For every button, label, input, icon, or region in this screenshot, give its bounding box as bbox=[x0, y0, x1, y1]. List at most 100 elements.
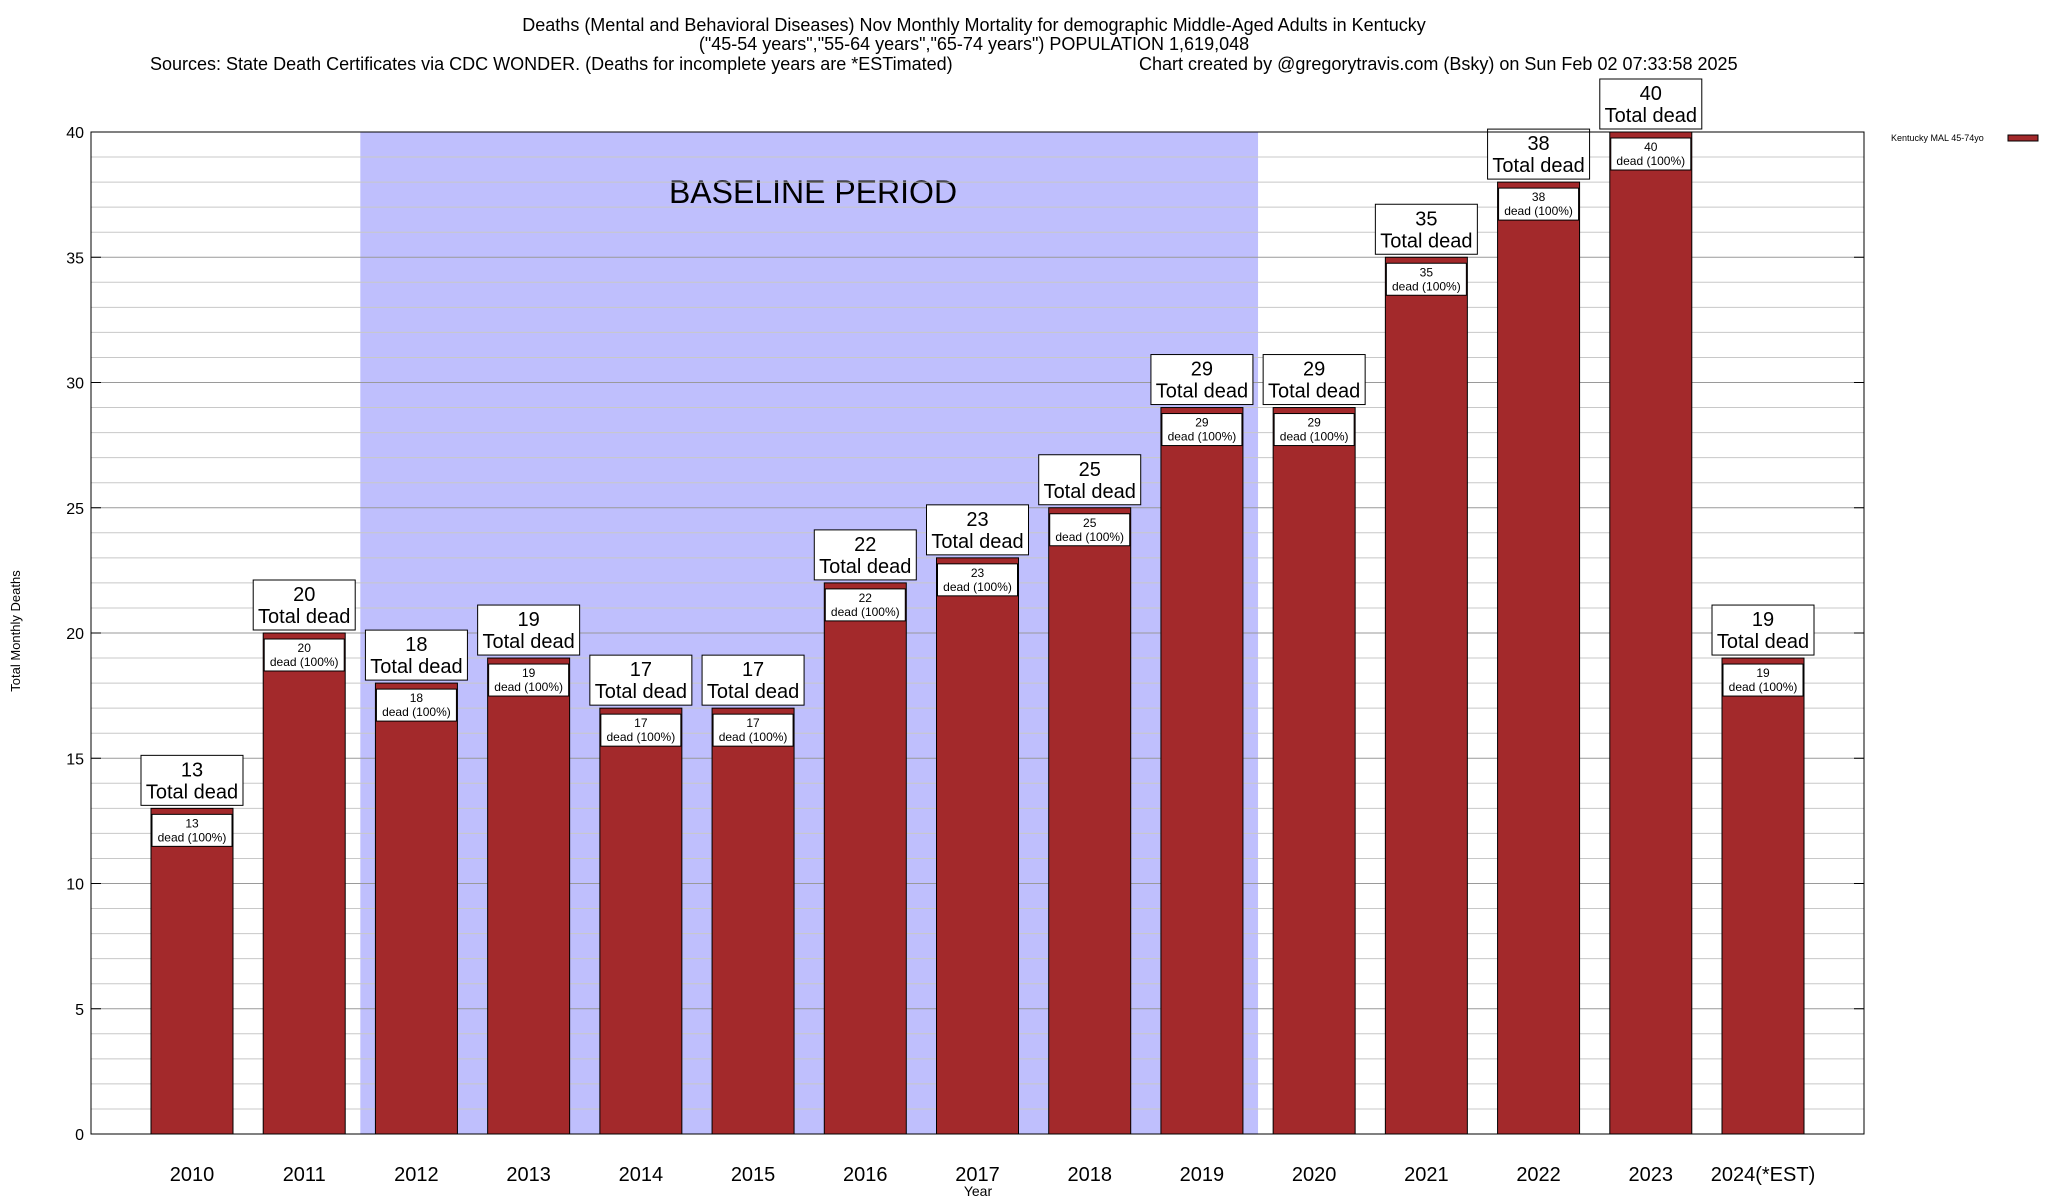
y-tick-label: 30 bbox=[66, 376, 84, 393]
bar-2019 bbox=[1160, 407, 1244, 1135]
bar-2012 bbox=[374, 682, 458, 1135]
chart-title-line-2: ("45-54 years","55-64 years","65-74 year… bbox=[699, 34, 1249, 54]
x-tick-label: 2021 bbox=[1404, 1164, 1449, 1186]
total-label-value: 25 bbox=[1079, 459, 1101, 481]
x-tick-label: 2019 bbox=[1180, 1164, 1225, 1186]
x-tick-label: 2010 bbox=[170, 1164, 215, 1186]
inner-label-value: 25 bbox=[1083, 516, 1097, 530]
inner-label-text: dead (100%) bbox=[1729, 680, 1798, 694]
x-tick-label: 2011 bbox=[283, 1164, 326, 1186]
inner-label-box bbox=[824, 588, 906, 622]
y-tick-label: 35 bbox=[66, 250, 84, 267]
total-label-value: 20 bbox=[293, 584, 315, 606]
total-label-text: Total dead bbox=[1156, 381, 1248, 403]
total-label-box bbox=[364, 629, 468, 681]
inner-label-text: dead (100%) bbox=[1280, 430, 1349, 444]
y-tick-label: 0 bbox=[75, 1127, 84, 1144]
inner-label-text: dead (100%) bbox=[270, 655, 339, 669]
x-tick-label: 2012 bbox=[394, 1164, 439, 1186]
total-label-box bbox=[252, 579, 356, 631]
x-tick-label: 2017 bbox=[955, 1164, 1000, 1186]
y-tick-label: 15 bbox=[66, 751, 84, 768]
x-tick-label: 2022 bbox=[1516, 1164, 1561, 1186]
total-label-box bbox=[813, 529, 917, 581]
total-label-value: 29 bbox=[1303, 359, 1325, 381]
x-tick-label: 2016 bbox=[843, 1164, 888, 1186]
inner-label-value: 18 bbox=[410, 691, 424, 705]
bar-2022 bbox=[1497, 181, 1581, 1135]
total-label-text: Total dead bbox=[819, 556, 911, 578]
total-label-text: Total dead bbox=[1605, 105, 1697, 127]
legend-swatch bbox=[2007, 134, 2039, 142]
inner-label-box bbox=[263, 638, 345, 672]
total-label-value: 19 bbox=[518, 609, 540, 631]
y-tick-label: 25 bbox=[66, 501, 84, 518]
inner-label-text: dead (100%) bbox=[831, 605, 900, 619]
inner-label-box bbox=[1049, 513, 1131, 547]
bar-2020 bbox=[1272, 407, 1356, 1135]
total-label-text: Total dead bbox=[370, 656, 462, 678]
total-label-box bbox=[589, 654, 693, 706]
inner-label-value: 19 bbox=[1756, 666, 1770, 680]
total-label-box bbox=[140, 754, 244, 806]
inner-label-text: dead (100%) bbox=[382, 705, 451, 719]
total-label-box bbox=[1150, 354, 1254, 406]
inner-label-value: 20 bbox=[298, 641, 312, 655]
total-label-box bbox=[477, 604, 581, 656]
inner-label-text: dead (100%) bbox=[494, 680, 563, 694]
total-label-box bbox=[926, 504, 1029, 556]
total-label-value: 35 bbox=[1415, 208, 1437, 230]
legend-label: Kentucky MAL 45-74yo bbox=[1891, 133, 1984, 143]
inner-label-box bbox=[1610, 137, 1692, 171]
chart-sources: Sources: State Death Certificates via CD… bbox=[150, 54, 953, 74]
inner-label-text: dead (100%) bbox=[1055, 530, 1124, 544]
total-label-text: Total dead bbox=[707, 681, 799, 703]
inner-label-value: 17 bbox=[634, 716, 648, 730]
total-label-text: Total dead bbox=[482, 631, 574, 653]
inner-label-value: 40 bbox=[1644, 140, 1658, 154]
inner-label-text: dead (100%) bbox=[943, 580, 1012, 594]
x-tick-label: 2015 bbox=[731, 1164, 776, 1186]
total-label-text: Total dead bbox=[595, 681, 687, 703]
bar-2018 bbox=[1048, 507, 1132, 1135]
x-axis-label: Year bbox=[964, 1183, 993, 1199]
inner-label-box bbox=[937, 563, 1018, 597]
chart-credit: Chart created by @gregorytravis.com (Bsk… bbox=[1139, 54, 1738, 74]
inner-label-box bbox=[1385, 262, 1467, 296]
inner-label-box bbox=[1498, 187, 1580, 221]
bar-2014 bbox=[599, 707, 683, 1135]
bar-2017 bbox=[936, 557, 1019, 1135]
total-label-box bbox=[1374, 203, 1478, 255]
bar-2015 bbox=[711, 707, 795, 1135]
total-label-text: Total dead bbox=[1044, 481, 1136, 503]
bar-2011 bbox=[262, 632, 346, 1135]
total-label-text: Total dead bbox=[146, 781, 238, 803]
total-label-value: 40 bbox=[1640, 83, 1662, 105]
inner-label-box bbox=[1722, 663, 1804, 697]
bar-2024(*EST) bbox=[1721, 657, 1805, 1135]
inner-label-box bbox=[375, 688, 457, 722]
inner-label-text: dead (100%) bbox=[719, 730, 788, 744]
inner-label-value: 38 bbox=[1532, 190, 1546, 204]
legend: Kentucky MAL 45-74yo bbox=[1891, 133, 2039, 143]
x-tick-label: 2020 bbox=[1292, 1164, 1337, 1186]
inner-label-value: 22 bbox=[859, 591, 873, 605]
inner-label-text: dead (100%) bbox=[1504, 204, 1573, 218]
inner-label-value: 23 bbox=[971, 566, 985, 580]
inner-label-value: 35 bbox=[1420, 265, 1434, 279]
bar-2010 bbox=[150, 807, 234, 1135]
inner-label-box bbox=[1273, 413, 1355, 447]
inner-label-text: dead (100%) bbox=[606, 730, 675, 744]
x-tick-label: 2013 bbox=[506, 1164, 551, 1186]
y-tick-label: 40 bbox=[66, 125, 84, 142]
x-tick-label: 2023 bbox=[1629, 1164, 1674, 1186]
total-label-value: 22 bbox=[854, 534, 876, 556]
total-label-box bbox=[1711, 604, 1815, 656]
y-tick-label: 5 bbox=[75, 1002, 84, 1019]
total-label-value: 38 bbox=[1527, 133, 1549, 155]
total-label-text: Total dead bbox=[1380, 230, 1472, 252]
bar-2016 bbox=[823, 582, 907, 1135]
total-label-value: 19 bbox=[1752, 609, 1774, 631]
total-label-value: 23 bbox=[966, 509, 988, 531]
y-tick-label: 10 bbox=[66, 877, 84, 894]
